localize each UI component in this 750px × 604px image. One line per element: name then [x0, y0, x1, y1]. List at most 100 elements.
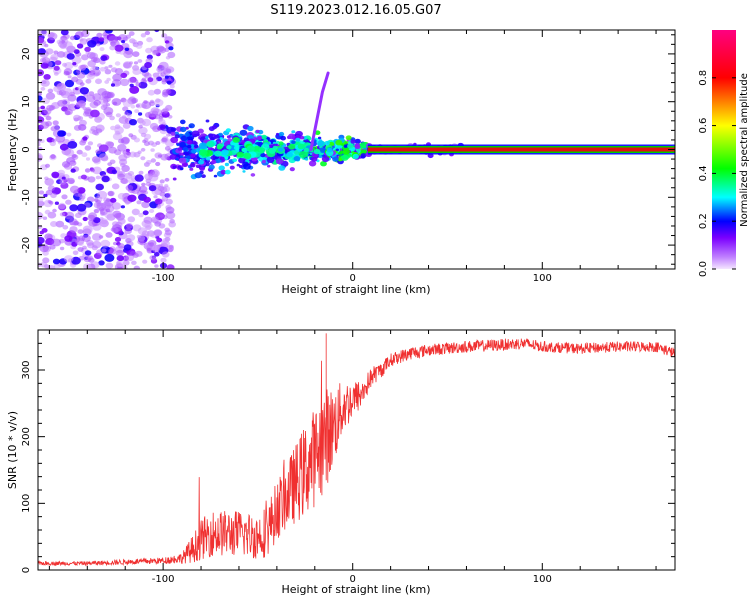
spectrogram-cell [58, 202, 66, 210]
spectrogram-cell [238, 164, 243, 169]
spectrogram-cell [135, 82, 141, 87]
spectrogram-cell [293, 156, 301, 162]
spectrogram-cell [108, 248, 117, 255]
colorbar: 0.0 0.2 0.4 0.6 0.8 Normalized spectral ampl… [698, 30, 750, 277]
spectrogram-cell [255, 129, 260, 134]
spectrogram-cell [140, 33, 147, 38]
spectrogram-cell [153, 88, 161, 95]
spectrogram-cell [92, 130, 99, 136]
spectrogram-cell [221, 149, 229, 156]
spectrogram-cell [243, 152, 252, 160]
spectrogram-cell [62, 88, 73, 96]
spectrogram-heatmap [38, 30, 675, 269]
colorbar-ticks: 0.0 0.2 0.4 0.6 0.8 [698, 70, 736, 277]
spectrogram-cell [69, 161, 75, 165]
spectrogram-cell [59, 143, 69, 151]
spectrogram-cell [108, 64, 113, 68]
spectrogram-cell [278, 165, 286, 171]
spectrogram-cell [152, 49, 159, 56]
spectrogram-cell [79, 38, 84, 42]
spectrogram-cell [149, 209, 155, 213]
spectrogram-cell [91, 156, 101, 163]
spectrogram-cell [45, 115, 52, 121]
spectrogram-cell [291, 130, 296, 134]
spectrogram-cell [105, 232, 113, 238]
spectrogram-cell [224, 169, 231, 175]
x-tick-label: 0 [350, 574, 356, 585]
spectrogram-cell [109, 115, 115, 121]
spectrogram-cell [138, 81, 148, 89]
spectrogram-cell [122, 122, 131, 129]
spectrogram-cell [38, 147, 43, 151]
spectrogram-cell [154, 264, 159, 268]
spectrogram-cell [62, 225, 69, 230]
spectrogram-cell [126, 234, 136, 242]
spectrogram-cell [40, 79, 50, 87]
spectrogram-cell [125, 223, 133, 229]
spectrogram-cell [299, 151, 308, 158]
spectrogram-cell [218, 165, 225, 171]
spectrogram-cell [161, 240, 170, 248]
spectrogram-cell [77, 100, 86, 107]
spectrogram-cell [40, 62, 49, 69]
spectrogram-cell [92, 166, 102, 175]
spectrogram-cell [194, 172, 203, 179]
spectrogram-cell [151, 245, 160, 253]
spectrogram-cell [211, 159, 217, 164]
y-tick-label: 20 [21, 48, 32, 61]
spectrogram-cell [232, 158, 238, 163]
spectrogram-cell [59, 246, 65, 251]
spectrogram-cell [111, 169, 118, 174]
x-tick-label: 100 [533, 273, 552, 284]
spectrogram-cell [133, 266, 140, 269]
spectrogram-cell [216, 145, 223, 150]
spectrogram-cell [150, 107, 160, 114]
spectrogram-cell [81, 234, 91, 242]
spectrogram-cell [98, 96, 104, 101]
figure-title: S119.2023.012.16.05.G07 [270, 3, 441, 18]
spectrogram-cell [98, 144, 109, 153]
spectrogram-cell [131, 97, 139, 104]
spectrogram-cell [76, 43, 84, 49]
spectrogram-cell [157, 185, 165, 192]
spectrogram-cell [275, 158, 284, 165]
spectrogram-cell [289, 167, 295, 172]
spectrogram-cell [233, 145, 240, 151]
spectrogram-cell [38, 48, 46, 55]
spectrogram-cell [134, 174, 144, 182]
spectrogram-cell [128, 31, 135, 36]
spectrogram-cell [123, 50, 134, 59]
spectrogram-cell [164, 75, 169, 79]
spectrogram-cell [191, 148, 197, 154]
spectrogram-cell [102, 32, 108, 37]
spectrogram-cell [40, 105, 46, 110]
spectrogram-cell [79, 197, 85, 202]
spectrogram-cell [70, 168, 76, 173]
spectrogram-cell [87, 176, 96, 183]
spectrogram-streak [309, 71, 330, 151]
spectrogram-cell [41, 97, 50, 105]
spectrogram-cell [272, 145, 278, 150]
spectrogram-cell [206, 140, 215, 148]
y-tick-label: -20 [21, 237, 32, 253]
spectrogram-cell [144, 62, 153, 69]
spectrogram-cell [82, 216, 88, 222]
spectrogram-cell [138, 112, 143, 116]
spectrogram-cell [45, 121, 52, 127]
spectrogram-cell [280, 135, 287, 141]
spectrogram-cell [54, 201, 60, 205]
spectrogram-cell [267, 164, 271, 168]
spectrogram-cell [143, 196, 151, 203]
spectrogram-cell [60, 99, 70, 107]
spectrogram-cell [129, 151, 137, 158]
spectrogram-cell [112, 221, 119, 227]
spectrogram-cell [93, 99, 101, 106]
spectrogram-cell [191, 130, 200, 137]
spectrogram-cell [89, 65, 100, 74]
spectrogram-cell [59, 179, 67, 185]
spectrogram-cell [172, 177, 177, 181]
spectrogram-cell [169, 84, 175, 89]
spectrogram-cell [65, 199, 72, 205]
spectrogram-cell [326, 147, 333, 153]
spectrogram-cell [133, 79, 139, 84]
